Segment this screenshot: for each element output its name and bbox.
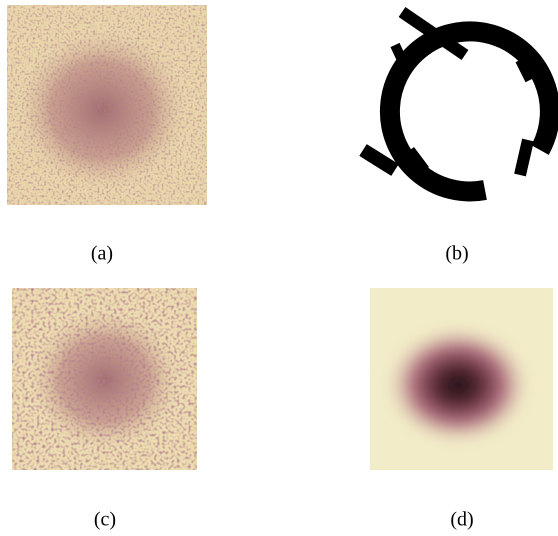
- panel-d-image: [370, 288, 553, 470]
- panel-label: (c): [94, 509, 116, 531]
- panel-b-image: [363, 12, 550, 191]
- page: (a) (b) (c) (d) (() => { const data = JS…: [0, 0, 558, 536]
- panel-label: (d): [450, 509, 473, 531]
- panel-label: (b): [445, 243, 468, 265]
- panel-label: (a): [91, 243, 113, 265]
- figure: (a) (b) (c) (d): [0, 0, 558, 536]
- panel-c-image: [12, 288, 197, 470]
- panel-a-image: [7, 5, 207, 205]
